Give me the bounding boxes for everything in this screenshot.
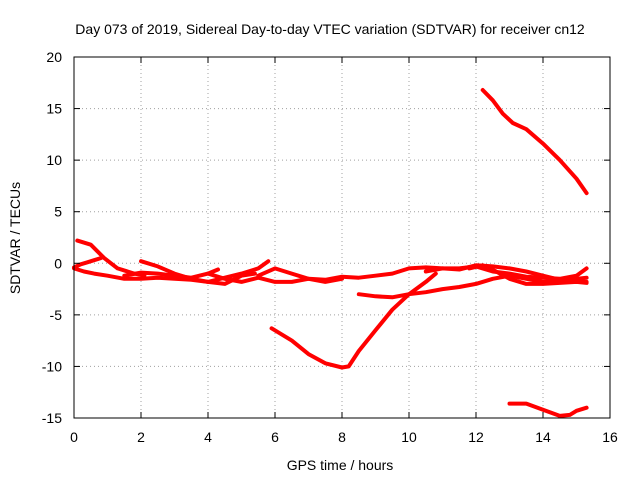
y-tick-label: 20 xyxy=(46,49,62,65)
series-arc-k xyxy=(467,263,589,286)
series-arc-j xyxy=(423,263,589,284)
series-arc-b xyxy=(72,266,257,286)
series-layer xyxy=(72,88,589,418)
x-tick-label: 8 xyxy=(338,429,346,445)
y-tick-label: -5 xyxy=(50,307,63,323)
series-arc-c xyxy=(72,256,103,270)
x-axis-label: GPS time / hours xyxy=(287,457,394,473)
y-tick-label: 15 xyxy=(46,101,62,117)
series-arc-f xyxy=(206,264,589,284)
x-tick-label: 2 xyxy=(137,429,145,445)
x-tick-label: 6 xyxy=(271,429,279,445)
series-arc-i xyxy=(356,273,589,300)
axis-ticks: 0 2 4 6 8 10 12 14 16 -15 -10 -5 0 5 10 15 20 xyxy=(42,49,618,445)
grid-lines xyxy=(74,57,610,418)
y-tick-label: 5 xyxy=(54,204,62,220)
series-arc-l xyxy=(480,88,589,196)
y-axis-label: SDTVAR / TECUs xyxy=(7,182,23,294)
series-arc-m xyxy=(507,401,589,418)
series-arc-g xyxy=(256,266,344,284)
y-tick-label: 10 xyxy=(46,152,62,168)
series-arc-d xyxy=(139,259,271,284)
y-tick-label: -10 xyxy=(42,358,62,374)
x-tick-label: 10 xyxy=(401,429,417,445)
x-tick-label: 4 xyxy=(204,429,212,445)
x-tick-label: 12 xyxy=(468,429,484,445)
y-tick-label: -15 xyxy=(42,410,62,426)
x-tick-label: 14 xyxy=(535,429,551,445)
x-tick-label: 16 xyxy=(602,429,618,445)
y-tick-label: 0 xyxy=(54,255,62,271)
chart-title: Day 073 of 2019, Sidereal Day-to-day VTE… xyxy=(75,21,585,37)
x-tick-label: 0 xyxy=(70,429,78,445)
series-arc-h xyxy=(269,271,438,370)
